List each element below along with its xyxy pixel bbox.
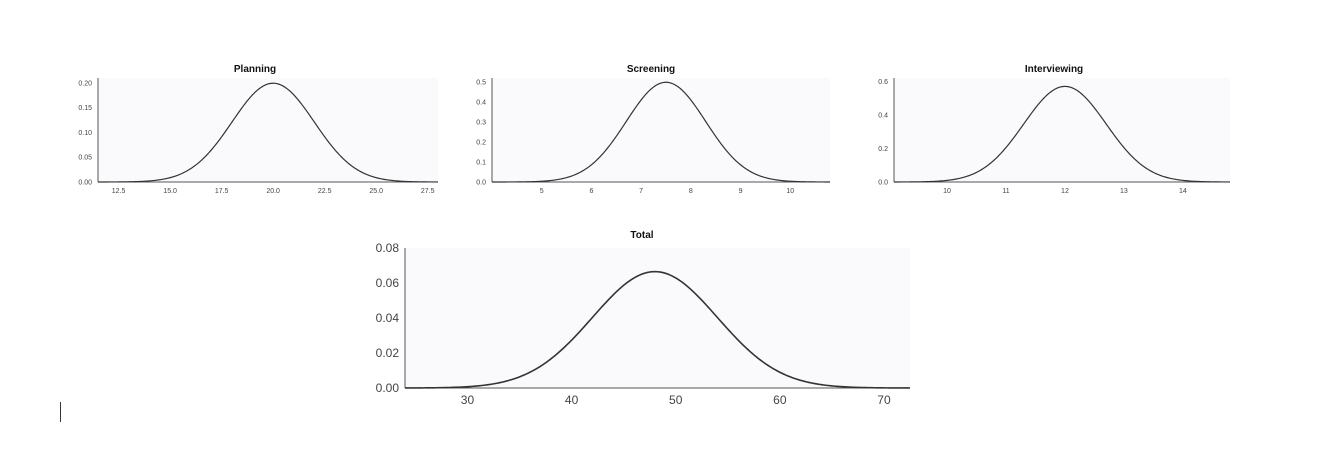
x-tick-label: 70 <box>877 393 891 407</box>
density-curve <box>405 270 910 389</box>
y-tick-label: 0.4 <box>476 99 486 106</box>
plot-background <box>492 78 830 182</box>
x-tick-label: 14 <box>1179 188 1187 195</box>
y-tick-label: 0.15 <box>78 105 92 112</box>
x-tick-label: 5 <box>540 188 544 195</box>
x-tick-label: 12 <box>1061 188 1069 195</box>
y-tick-label: 0.10 <box>78 130 92 137</box>
y-tick-label: 0.04 <box>376 311 400 325</box>
x-tick-label: 20.0 <box>266 188 280 195</box>
x-tick-label: 9 <box>739 188 743 195</box>
x-tick-label: 13 <box>1120 188 1128 195</box>
y-tick-label: 0.00 <box>78 179 92 186</box>
y-tick-label: 0.00 <box>376 381 400 395</box>
y-tick-label: 0.1 <box>476 159 486 166</box>
density-curve <box>492 81 830 183</box>
plot-background <box>98 78 438 182</box>
y-tick-label: 0.20 <box>78 80 92 87</box>
chart-plot: 10 11 12 13 14 0.0 0.2 0.4 0.6 <box>878 78 1231 195</box>
density-curve <box>894 85 1231 183</box>
x-tick-label: 8 <box>689 188 693 195</box>
x-tick-label: 27.5 <box>421 188 435 195</box>
y-tick-label: 0.06 <box>376 276 400 290</box>
y-tick-label: 0.2 <box>878 146 888 153</box>
chart-planning: Planning 12.5 15.0 17.5 20.0 22.5 25.0 27.5 0.00… <box>68 60 442 200</box>
x-tick-label: 25.0 <box>369 188 383 195</box>
chart-title: Total <box>630 230 654 241</box>
y-tick-label: 0.02 <box>376 346 400 360</box>
x-tick-label: 50 <box>669 393 683 407</box>
density-curve <box>98 82 439 183</box>
chart-interviewing: Interviewing 10 11 12 13 14 0.0 0.2 0.4 0.6 <box>866 60 1242 200</box>
plot-background <box>894 78 1230 182</box>
x-tick-label: 30 <box>461 393 475 407</box>
y-tick-label: 0.2 <box>476 139 486 146</box>
chart-title: Interviewing <box>1024 64 1084 75</box>
chart-total: Total 30 40 50 60 70 0.00 0.02 0.04 0.06 0.08 <box>362 226 922 416</box>
x-tick-label: 60 <box>773 393 787 407</box>
chart-title: Screening <box>626 64 676 75</box>
chart-screening: Screening 5 6 7 8 9 10 0.0 0.1 0.2 0.3 0.4 0.5 <box>462 60 840 200</box>
x-tick-label: 15.0 <box>163 188 177 195</box>
x-tick-label: 11 <box>1002 188 1009 195</box>
chart-plot: 30 40 50 60 70 0.00 0.02 0.04 0.06 0.08 <box>376 241 910 407</box>
plot-background <box>405 248 910 388</box>
text-cursor <box>60 402 61 422</box>
y-tick-label: 0.6 <box>878 79 888 86</box>
x-tick-label: 10 <box>786 188 794 195</box>
y-tick-label: 0.05 <box>78 155 92 162</box>
x-tick-label: 17.5 <box>215 188 229 195</box>
x-tick-label: 22.5 <box>318 188 332 195</box>
chart-plot: 5 6 7 8 9 10 0.0 0.1 0.2 0.3 0.4 0.5 <box>476 78 830 195</box>
chart-title: Planning <box>233 64 277 75</box>
x-tick-label: 40 <box>565 393 579 407</box>
y-tick-label: 0.0 <box>476 179 486 186</box>
x-tick-label: 7 <box>639 188 643 195</box>
x-tick-label: 10 <box>943 188 951 195</box>
y-tick-label: 0.5 <box>476 79 486 86</box>
y-tick-label: 0.4 <box>878 112 888 119</box>
chart-plot: 12.5 15.0 17.5 20.0 22.5 25.0 27.5 0.00 0.05 0.10… <box>78 78 439 195</box>
x-tick-label: 6 <box>589 188 593 195</box>
x-tick-label: 12.5 <box>112 188 126 195</box>
y-tick-label: 0.3 <box>476 119 486 126</box>
y-tick-label: 0.0 <box>878 179 888 186</box>
y-tick-label: 0.08 <box>376 241 400 255</box>
